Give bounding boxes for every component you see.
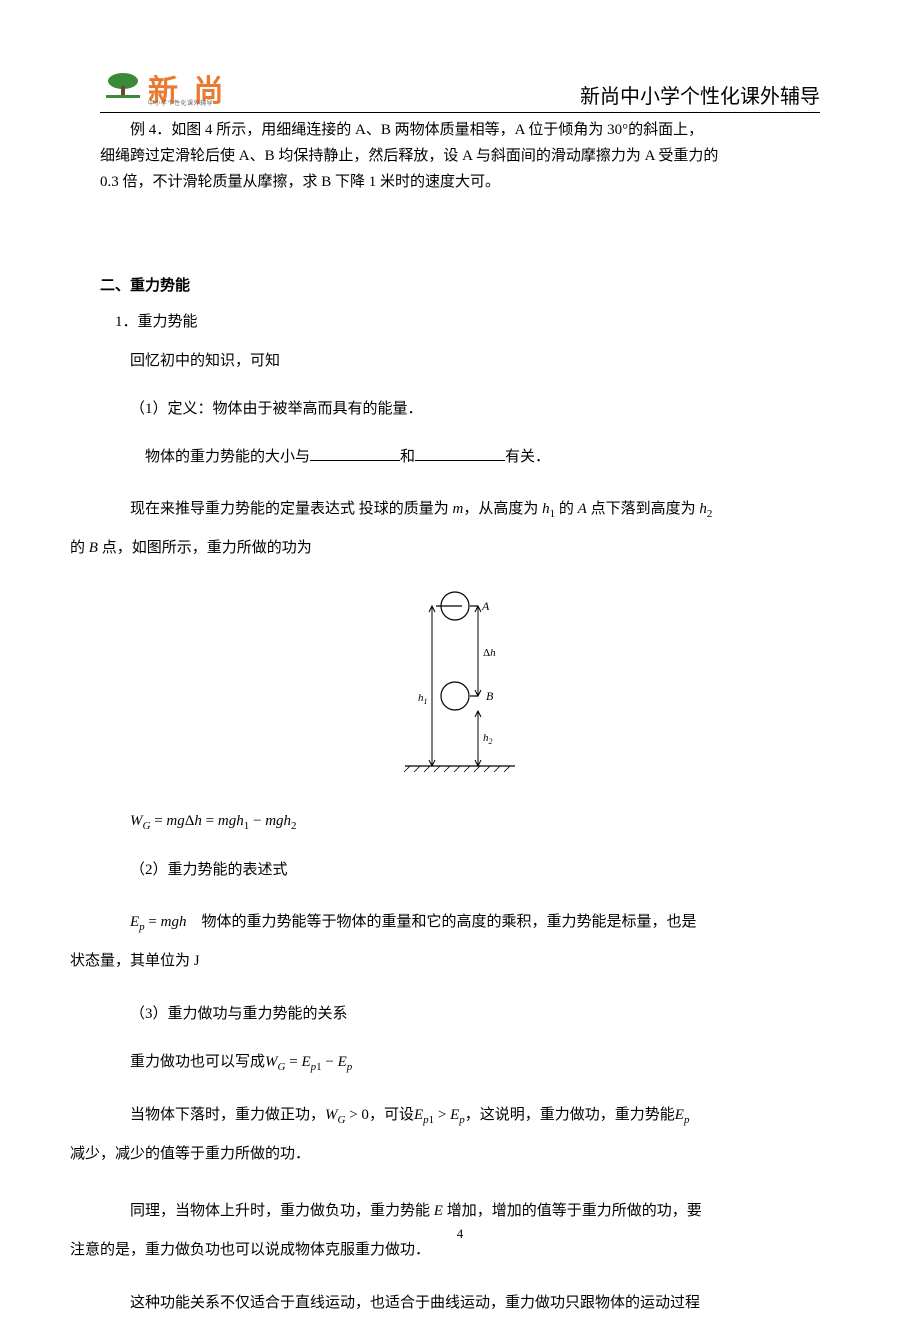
logo-sub-text: 中小学个性化课外辅导 [148,98,213,107]
p3: （1）定义：物体由于被举高而具有的能量． [100,394,820,424]
blank-2 [415,446,505,461]
page-header: 新 尚 中小学个性化课外辅导 新尚中小学个性化课外辅导 [100,68,820,108]
p10c: 注意的是，重力做负功也可以说成物体克服重力做功． [70,1242,430,1258]
page-content: 例 4．如图 4 所示，用细绳连接的 A、B 两物体质量相等，A 位于倾角为 3… [100,118,820,1336]
p2: 回忆初中的知识，可知 [100,346,820,376]
p8a: 重力做功也可以写成 [130,1054,265,1070]
p10a: 同理，当物体上升时，重力做负功，重力势能 [130,1203,434,1219]
p8: 重力做功也可以写成WG = Ep1 − Ep [100,1047,820,1078]
p6a: 物体的重力势能等于物体的重量和它的高度的乘积，重力势能是标量，也是 [186,914,696,930]
p4: 物体的重力势能的大小与 和 有关． [100,442,820,472]
p6: Ep = mgh 物体的重力势能等于物体的重量和它的高度的乘积，重力势能是标量，… [100,903,820,981]
example-line3: 0.3 倍，不计滑轮质量从摩擦，求 B 下降 1 米时的速度大可。 [100,170,820,194]
formula-wg: WG = mgΔh = mgh1 − mgh2 [100,806,820,837]
p11: 这种功能关系不仅适合于直线运动，也适合于曲线运动，重力做功只跟物体的运动过程 [100,1288,820,1318]
p1: 1．重力势能 [100,310,820,334]
p9a: 当物体下落时，重力做正功， [130,1107,325,1123]
p5: （2）重力势能的表述式 [100,855,820,885]
deriv-f: 点，如图所示，重力所做的功为 [98,540,312,556]
height-diagram: A Δh B h1 h2 [400,586,520,786]
svg-text:h2: h2 [483,732,493,746]
header-title: 新尚中小学个性化课外辅导 [580,80,820,109]
section2-heading: 二、重力势能 [100,274,820,298]
p9c: ，这说明，重力做功，重力势能 [465,1107,675,1123]
p6b: 状态量，其单位为 J [70,953,200,969]
deriv-b: ，从高度为 [463,501,542,517]
deriv-d: 点下落到高度为 [587,501,700,517]
p4-pre: 物体的重力势能的大小与 [145,449,310,465]
derivation: 现在来推导重力势能的定量表达式 投球的质量为 m，从高度为 h1 的 A 点下落… [100,490,820,568]
blank-1 [310,446,400,461]
deriv-e: 的 [70,540,89,556]
svg-text:Δh: Δh [483,647,496,659]
p9d: 减少，减少的值等于重力所做的功． [70,1146,310,1162]
p9: 当物体下落时，重力做正功，WG > 0，可设Ep1 > Ep，这说明，重力做功，… [100,1096,820,1174]
p4-mid: 和 [400,449,415,465]
p4-post: 有关． [505,449,550,465]
p7: （3）重力做功与重力势能的关系 [100,999,820,1029]
header-divider [100,112,820,113]
deriv-c: 的 [555,501,578,517]
p10b: 增加，增加的值等于重力所做的功，要 [443,1203,702,1219]
logo: 新 尚 中小学个性化课外辅导 [100,68,240,109]
p9b: ，可设 [369,1107,414,1123]
deriv-a: 现在来推导重力势能的定量表达式 投球的质量为 [130,501,453,517]
svg-text:h1: h1 [418,692,428,706]
svg-text:A: A [481,599,490,613]
tree-icon [106,72,140,98]
example-line1: 例 4．如图 4 所示，用细绳连接的 A、B 两物体质量相等，A 位于倾角为 3… [100,118,820,142]
example-line2: 细绳跨过定滑轮后使 A、B 均保持静止，然后释放，设 A 与斜面间的滑动摩擦力为… [100,144,820,168]
svg-text:B: B [486,689,494,703]
page-number: 4 [0,1226,920,1242]
